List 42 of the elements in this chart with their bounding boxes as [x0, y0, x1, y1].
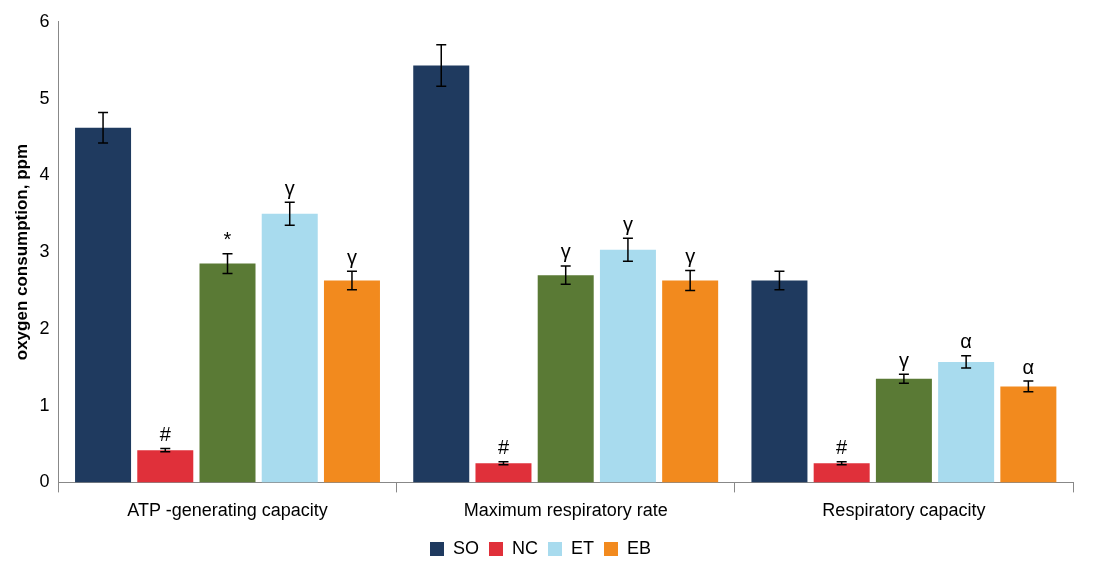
bar — [662, 280, 719, 483]
y-tick-label: 4 — [39, 164, 50, 185]
legend-label: SO — [452, 537, 480, 558]
data-label: # — [497, 436, 510, 459]
data-label: γ — [284, 176, 295, 199]
y-tick-label: 5 — [39, 87, 50, 108]
bar — [875, 378, 932, 483]
x-tick-label: ATP -generating capacity — [127, 500, 328, 521]
bar — [137, 450, 194, 483]
data-label: α — [960, 330, 972, 353]
bar — [413, 65, 470, 483]
x-tick-label: Maximum respiratory rate — [463, 500, 668, 521]
data-label: # — [836, 436, 849, 459]
legend-label: NC — [512, 537, 538, 558]
y-tick-label: 2 — [39, 317, 50, 338]
legend-label: ET — [571, 537, 595, 558]
bar — [323, 280, 380, 483]
x-tick-label: Respiratory capacity — [822, 500, 986, 521]
y-tick-label: 3 — [39, 241, 50, 262]
y-tick-label: 0 — [39, 471, 50, 492]
data-label: γ — [898, 348, 909, 371]
data-label: # — [159, 423, 172, 446]
data-label: * — [223, 228, 232, 251]
bar — [261, 213, 318, 483]
y-tick-label: 1 — [39, 394, 50, 415]
bar — [751, 280, 808, 483]
data-label: γ — [560, 240, 571, 263]
data-label: γ — [685, 245, 696, 268]
data-label: γ — [622, 212, 633, 235]
bar — [813, 463, 870, 483]
bar — [537, 275, 594, 483]
data-label: α — [1022, 355, 1035, 378]
bar — [1000, 386, 1057, 483]
bar — [75, 127, 132, 483]
bar — [199, 263, 256, 483]
legend-label: EB — [627, 537, 652, 558]
y-tick-label: 6 — [39, 10, 50, 31]
y-axis-title: oxygen consumption, ppm — [11, 143, 31, 361]
data-label: γ — [346, 245, 357, 268]
bar — [938, 361, 995, 483]
bar — [475, 463, 532, 483]
bar — [599, 249, 656, 483]
